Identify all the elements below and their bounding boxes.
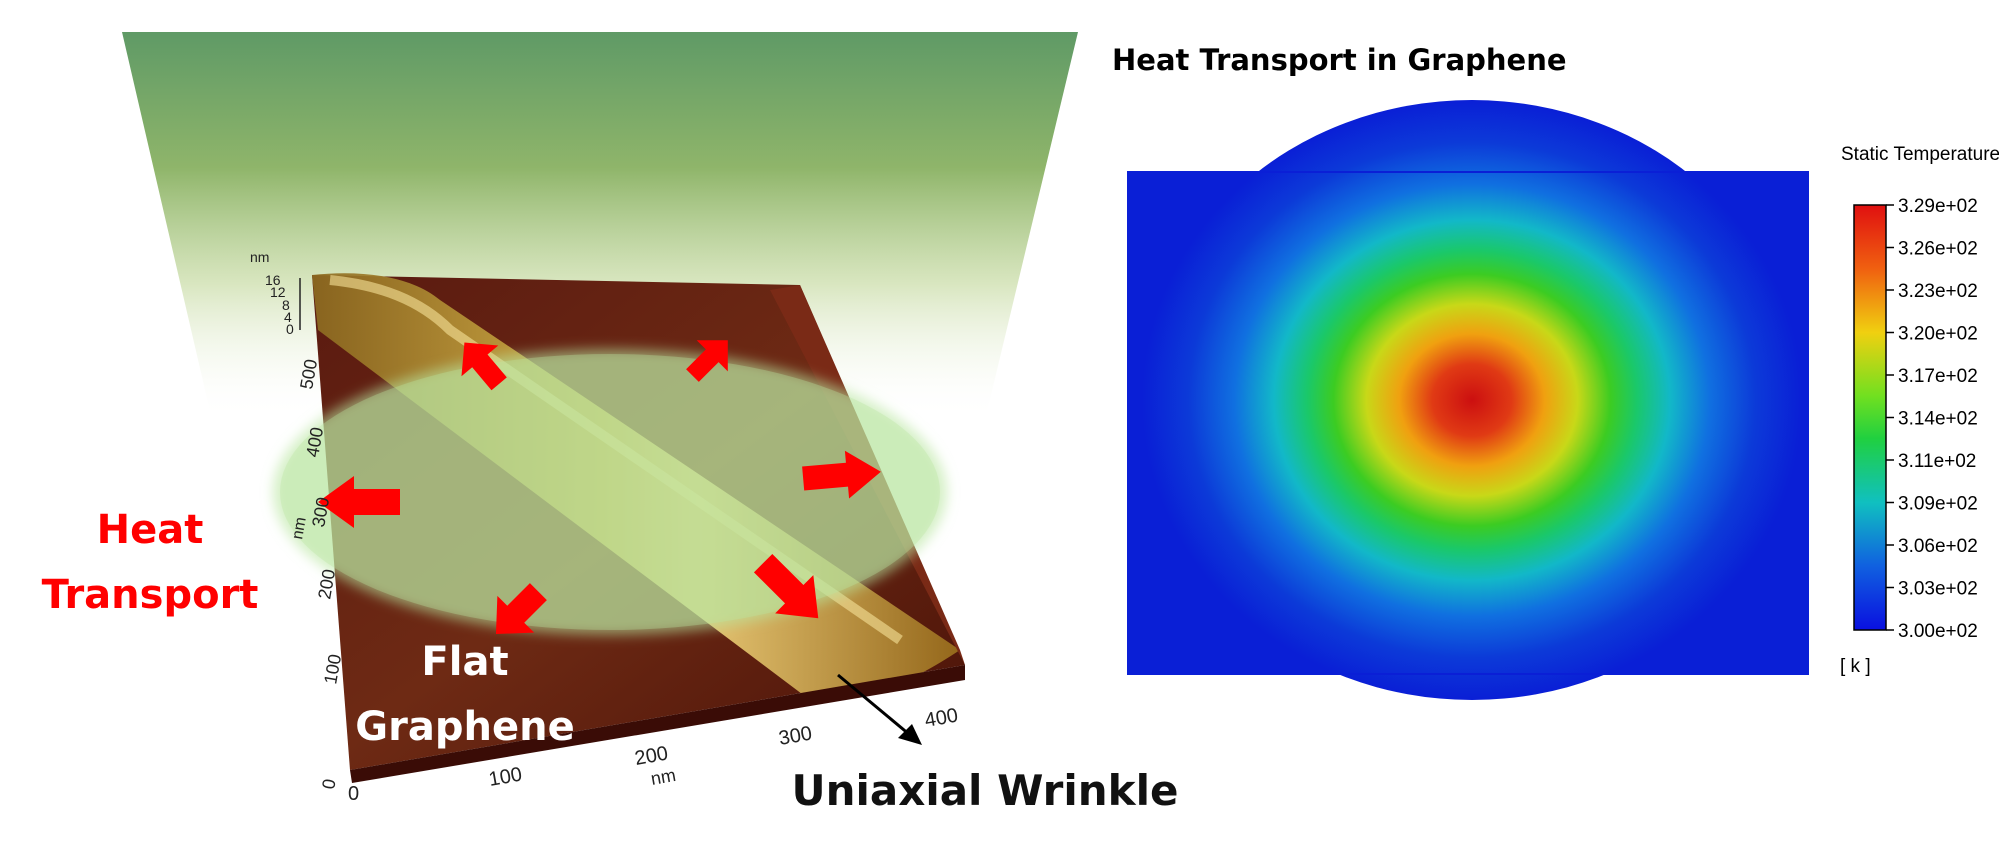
arrow-down-right-icon <box>753 553 819 619</box>
z-tick: 16 <box>265 272 281 288</box>
arrow-left-icon <box>318 476 400 528</box>
colorbar-tick-label: 3.06e+02 <box>1898 536 1978 557</box>
z-tick: 12 <box>270 284 286 300</box>
y-tick: 0 <box>318 777 339 790</box>
heat-arrows <box>318 340 881 635</box>
y-tick: 100 <box>320 653 345 686</box>
colorbar-tick-label: 3.17e+02 <box>1898 366 1978 387</box>
x-tick: 0 <box>348 783 359 805</box>
heat-transport-label: Transport <box>42 572 259 618</box>
arrow-down-left-icon <box>495 583 547 635</box>
colorbar-tick-label: 3.09e+02 <box>1898 494 1978 515</box>
wrinkle-pointer-arrow-icon <box>837 673 922 745</box>
z-axis-unit: nm <box>250 249 269 265</box>
arrow-up-left-icon <box>461 342 507 391</box>
page-title: Heat Transport in Graphene <box>1112 43 1567 77</box>
colorbar-tick-label: 3.14e+02 <box>1898 409 1978 430</box>
x-tick: 300 <box>777 722 814 749</box>
flat-graphene-label: Flat <box>421 639 508 685</box>
z-tick: 8 <box>282 297 290 313</box>
colorbar-tick-label: 3.00e+02 <box>1898 621 1978 642</box>
colorbar-tick-label: 3.11e+02 <box>1898 451 1976 472</box>
y-axis-unit: nm <box>289 516 310 541</box>
arrow-right-icon <box>802 450 881 499</box>
z-tick: 0 <box>286 321 294 337</box>
y-tick: 200 <box>314 568 339 601</box>
colorbar-tick-label: 3.26e+02 <box>1898 239 1978 260</box>
flat-graphene-label: Graphene <box>355 704 574 750</box>
colorbar-tick-label: 3.29e+02 <box>1898 196 1978 217</box>
temperature-colorbar: Static Temperature 3.29e+02 3.26e+02 3.23e… <box>1840 144 1999 677</box>
z-tick: 4 <box>284 309 292 325</box>
colorbar-tick-label: 3.23e+02 <box>1898 281 1978 302</box>
temperature-heatmap <box>1127 100 1809 700</box>
colorbar-title: Static Temperature <box>1841 144 1999 165</box>
arrow-up-right-icon <box>686 340 728 382</box>
colorbar-tick-label: 3.03e+02 <box>1898 579 1978 600</box>
x-tick: 100 <box>487 763 524 790</box>
x-axis-unit: nm <box>649 765 677 789</box>
colorbar-unit: [ k ] <box>1840 656 1871 677</box>
uniaxial-wrinkle-label: Uniaxial Wrinkle <box>791 766 1178 815</box>
x-tick: 400 <box>923 704 960 731</box>
colorbar-tick-label: 3.20e+02 <box>1898 324 1978 345</box>
heat-transport-label: Heat <box>97 507 204 553</box>
